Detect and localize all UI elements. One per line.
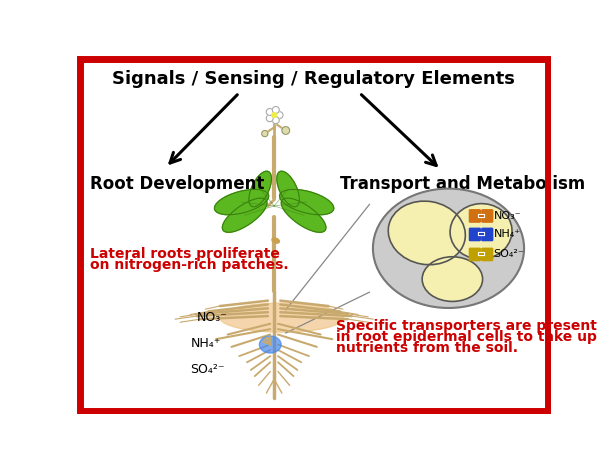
Ellipse shape bbox=[282, 198, 326, 232]
Text: SO₄²⁻: SO₄²⁻ bbox=[493, 249, 524, 259]
Text: Root Development: Root Development bbox=[91, 175, 265, 193]
Circle shape bbox=[272, 113, 277, 117]
Circle shape bbox=[262, 131, 268, 137]
Circle shape bbox=[266, 115, 273, 122]
Circle shape bbox=[266, 108, 273, 115]
Text: Signals / Sensing / Regulatory Elements: Signals / Sensing / Regulatory Elements bbox=[112, 70, 515, 88]
Text: SO₄²⁻: SO₄²⁻ bbox=[190, 364, 225, 377]
Circle shape bbox=[272, 106, 279, 113]
Ellipse shape bbox=[373, 189, 524, 308]
Ellipse shape bbox=[422, 257, 483, 301]
Circle shape bbox=[282, 126, 289, 134]
FancyBboxPatch shape bbox=[469, 228, 480, 240]
Ellipse shape bbox=[277, 171, 299, 207]
FancyBboxPatch shape bbox=[469, 210, 480, 222]
Text: in root epidermal cells to take up: in root epidermal cells to take up bbox=[336, 330, 597, 344]
Ellipse shape bbox=[388, 201, 465, 265]
Ellipse shape bbox=[249, 171, 272, 207]
Ellipse shape bbox=[259, 336, 281, 353]
FancyBboxPatch shape bbox=[482, 248, 493, 260]
Ellipse shape bbox=[280, 189, 334, 215]
Text: NO₃⁻: NO₃⁻ bbox=[196, 311, 228, 324]
Ellipse shape bbox=[222, 198, 267, 232]
FancyBboxPatch shape bbox=[482, 228, 493, 240]
Text: Transport and Metabolism: Transport and Metabolism bbox=[340, 175, 585, 193]
Text: NH₄⁺: NH₄⁺ bbox=[190, 337, 221, 350]
Text: NO₃⁻: NO₃⁻ bbox=[493, 211, 521, 221]
FancyBboxPatch shape bbox=[482, 210, 493, 222]
Ellipse shape bbox=[450, 204, 512, 259]
Text: NH₄⁺: NH₄⁺ bbox=[493, 229, 521, 239]
Ellipse shape bbox=[272, 238, 280, 243]
Ellipse shape bbox=[214, 189, 269, 215]
Circle shape bbox=[272, 117, 279, 124]
Text: nutrients from the soil.: nutrients from the soil. bbox=[336, 341, 518, 355]
Ellipse shape bbox=[220, 303, 344, 332]
Text: Specific transporters are present: Specific transporters are present bbox=[336, 319, 597, 333]
Text: Lateral roots proliferate: Lateral roots proliferate bbox=[91, 247, 280, 261]
Text: on nitrogen-rich patches.: on nitrogen-rich patches. bbox=[91, 258, 289, 272]
FancyBboxPatch shape bbox=[469, 248, 480, 260]
Circle shape bbox=[276, 112, 283, 119]
